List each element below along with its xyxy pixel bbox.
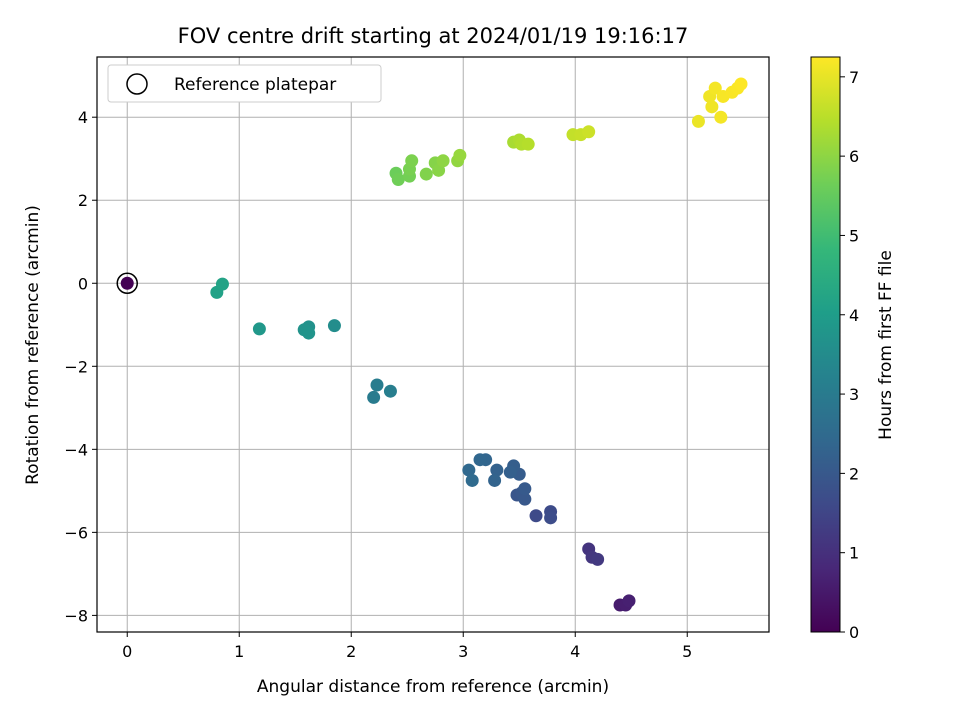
data-point	[367, 390, 381, 404]
data-point	[419, 167, 433, 181]
data-point	[705, 100, 719, 114]
y-tick-label: −6	[64, 523, 88, 542]
y-tick-label: 4	[78, 108, 88, 127]
data-point	[518, 492, 532, 506]
data-point	[462, 463, 476, 477]
data-point	[622, 594, 636, 608]
y-axis-label: Rotation from reference (arcmin)	[23, 205, 43, 485]
colorbar-tick-label: 7	[849, 68, 859, 87]
data-point	[327, 319, 341, 333]
data-point	[302, 326, 316, 340]
data-point	[120, 276, 134, 290]
colorbar-tick-label: 1	[849, 544, 859, 563]
legend: Reference platepar	[107, 64, 382, 103]
legend-box	[107, 64, 382, 103]
data-point	[252, 322, 266, 336]
colorbar-ticks: 0 1 2 3 4 5 6 7	[840, 68, 859, 642]
data-point	[544, 511, 558, 525]
y-tick-label: 0	[78, 274, 88, 293]
colorbar: 0 1 2 3 4 5 6 7 Hours from first FF file	[810, 56, 896, 642]
colorbar-tick-label: 4	[849, 306, 859, 325]
x-tick-label: 2	[346, 642, 356, 661]
y-axis-ticks: −8 −6 −4 −2 0 2 4	[64, 108, 97, 625]
data-point	[488, 473, 502, 487]
data-point	[503, 465, 517, 479]
colorbar-tick-label: 5	[849, 226, 859, 245]
data-points	[116, 77, 748, 612]
colorbar-label: Hours from first FF file	[876, 250, 896, 440]
data-point	[436, 154, 450, 168]
data-point	[453, 148, 467, 162]
data-point	[465, 473, 479, 487]
x-axis-ticks: 0 1 2 3 4 5	[122, 632, 692, 661]
colorbar-tick-label: 2	[849, 464, 859, 483]
data-point	[591, 552, 605, 566]
data-point	[734, 77, 748, 91]
data-point	[529, 509, 543, 523]
data-point	[714, 110, 728, 124]
x-tick-label: 5	[682, 642, 692, 661]
colorbar-gradient	[810, 56, 841, 633]
data-point	[490, 463, 504, 477]
y-tick-label: −2	[64, 357, 88, 376]
x-tick-label: 1	[234, 642, 244, 661]
data-point	[383, 384, 397, 398]
plot-area-frame	[96, 56, 770, 633]
x-tick-label: 4	[570, 642, 580, 661]
colorbar-tick-label: 6	[849, 147, 859, 166]
data-point	[521, 137, 535, 151]
data-point	[370, 378, 384, 392]
grid-lines	[97, 57, 769, 632]
colorbar-tick-label: 3	[849, 385, 859, 404]
data-point	[405, 154, 419, 168]
data-point	[708, 81, 722, 95]
data-point	[473, 453, 487, 467]
y-tick-label: −8	[64, 606, 88, 625]
y-tick-label: −4	[64, 440, 88, 459]
data-point	[215, 277, 229, 291]
data-point	[391, 172, 405, 186]
data-point	[582, 125, 596, 139]
legend-entry-reference: Reference platepar	[174, 75, 336, 95]
x-tick-label: 3	[458, 642, 468, 661]
x-axis-label: Angular distance from reference (arcmin)	[257, 677, 609, 697]
legend-marker-icon	[126, 73, 148, 95]
data-point	[691, 114, 705, 128]
chart-title: FOV centre drift starting at 2024/01/19 …	[178, 24, 689, 48]
data-point	[518, 482, 532, 496]
x-tick-label: 0	[122, 642, 132, 661]
y-tick-label: 2	[78, 191, 88, 210]
reference-marker	[116, 272, 138, 295]
colorbar-tick-label: 0	[849, 623, 859, 642]
